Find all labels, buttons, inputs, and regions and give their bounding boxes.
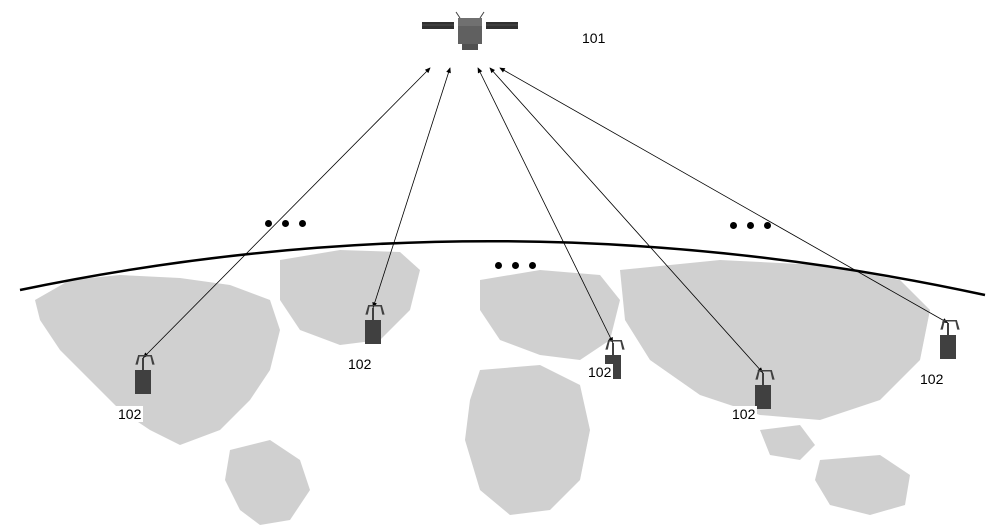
station-label: 102 — [346, 356, 373, 372]
station-label: 102 — [586, 364, 613, 380]
ground-station-icon — [755, 385, 771, 409]
station-label: 102 — [730, 406, 757, 422]
ellipsis-dots — [495, 262, 536, 269]
ground-station-icon — [135, 370, 151, 394]
ground-station-icon — [940, 335, 956, 359]
station-label: 102 — [116, 406, 143, 422]
satellite-icon — [420, 8, 520, 73]
station-label: 102 — [918, 371, 945, 387]
ground-station-icon — [365, 320, 381, 344]
satellite-label: 101 — [580, 30, 607, 46]
ellipsis-dots — [265, 220, 306, 227]
ellipsis-dots — [730, 222, 771, 229]
